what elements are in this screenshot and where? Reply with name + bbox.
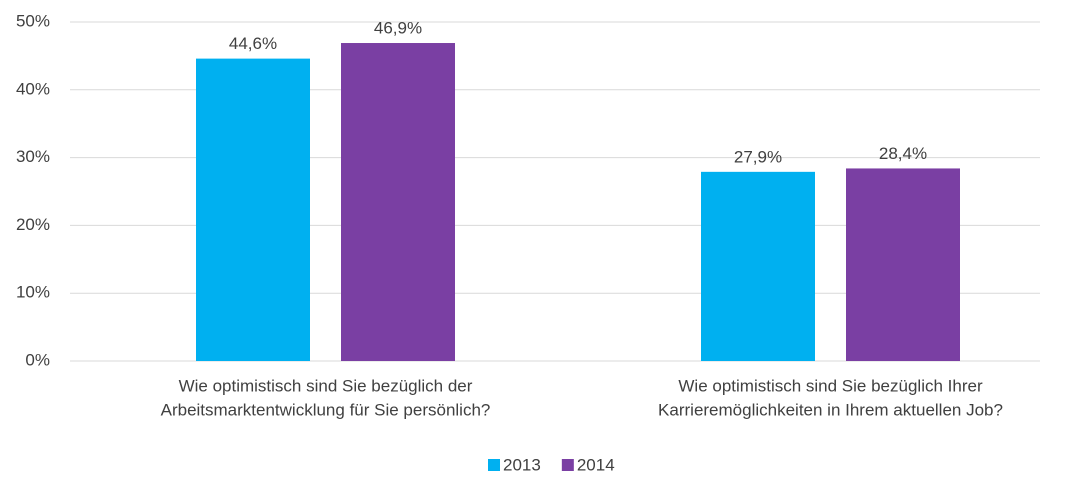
- bar: [341, 43, 455, 361]
- legend-swatch: [561, 459, 574, 471]
- x-tick-label: Arbeitsmarktentwicklung für Sie persönli…: [161, 400, 491, 419]
- data-label: 44,6%: [229, 34, 277, 53]
- y-tick-label: 20%: [16, 215, 50, 234]
- y-tick-label: 30%: [16, 147, 50, 166]
- x-tick-label: Wie optimistisch sind Sie bezüglich der: [179, 376, 473, 395]
- data-label: 46,9%: [374, 19, 422, 38]
- y-tick-label: 50%: [16, 11, 50, 30]
- x-tick-label: Wie optimistisch sind Sie bezüglich Ihre…: [678, 376, 983, 395]
- data-label: 28,4%: [879, 144, 927, 163]
- bar: [701, 171, 815, 361]
- y-tick-label: 40%: [16, 79, 50, 98]
- y-tick-label: 10%: [16, 283, 50, 302]
- legend-label: 2013: [503, 455, 541, 474]
- y-tick-label: 0%: [25, 350, 50, 369]
- bar: [846, 168, 960, 361]
- x-tick-label: Karrieremöglichkeiten in Ihrem aktuellen…: [658, 400, 1003, 419]
- legend-swatch: [488, 459, 500, 471]
- bar: [196, 58, 310, 361]
- legend-label: 2014: [577, 455, 615, 474]
- data-label: 27,9%: [734, 147, 782, 166]
